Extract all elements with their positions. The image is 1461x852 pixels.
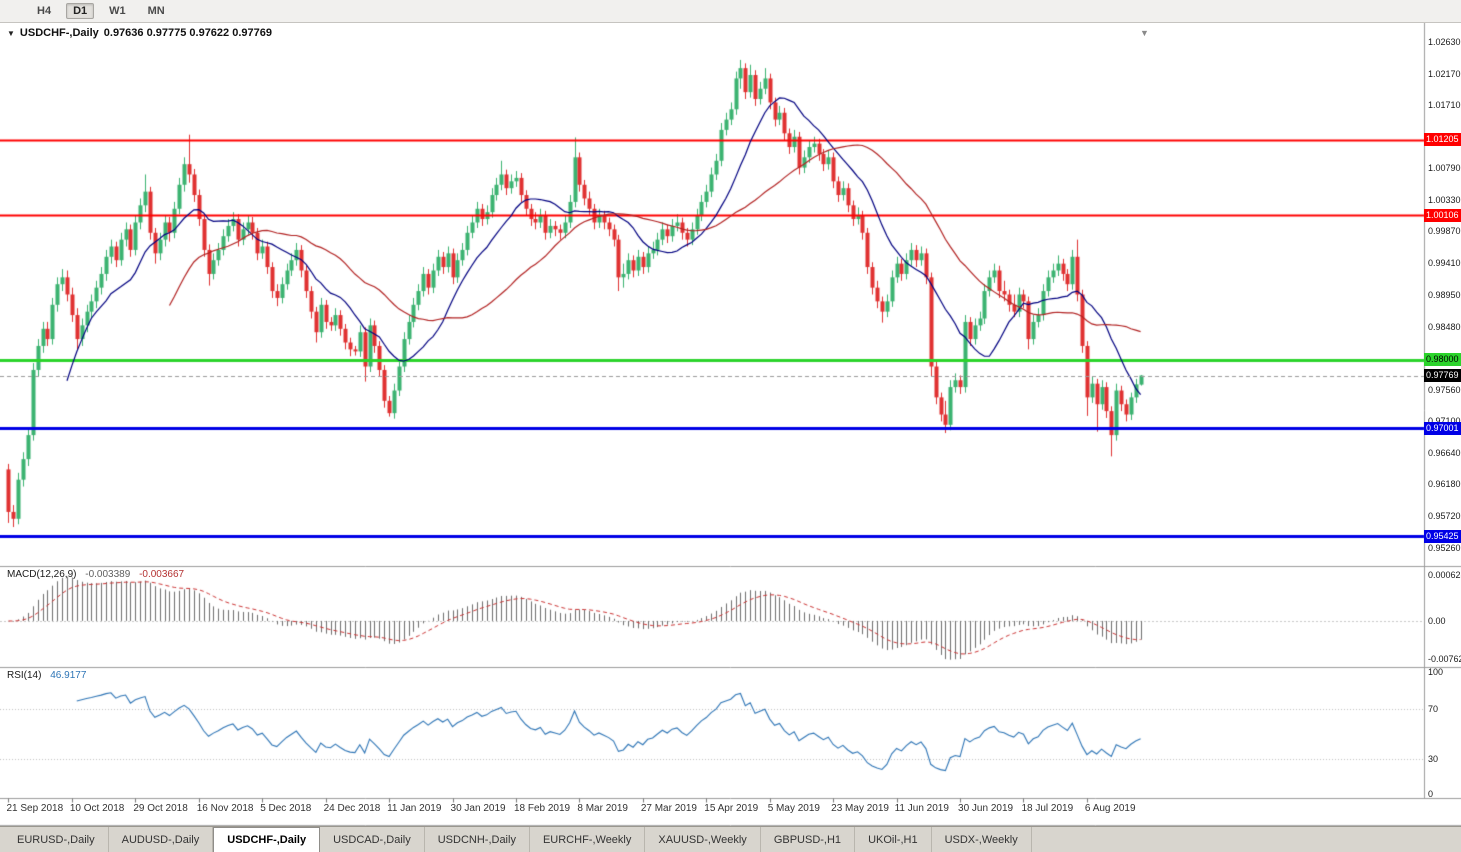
chart-shift-marker[interactable]: ▼ — [1140, 28, 1149, 38]
timeframe-button-w1[interactable]: W1 — [109, 5, 126, 17]
tab-gbpusd-h1[interactable]: GBPUSD-,H1 — [761, 827, 856, 852]
timeframe-button-mn[interactable]: MN — [147, 5, 165, 17]
tab-usdchf-daily[interactable]: USDCHF-,Daily — [213, 827, 321, 852]
symbol-dropdown-icon[interactable]: ▼ — [7, 28, 15, 38]
tab-audusd-daily[interactable]: AUDUSD-,Daily — [109, 827, 214, 852]
tab-xauusd-weekly[interactable]: XAUUSD-,Weekly — [645, 827, 761, 852]
tab-usdcnh-daily[interactable]: USDCNH-,Daily — [425, 827, 530, 852]
tab-eurusd-daily[interactable]: EURUSD-,Daily — [4, 827, 109, 852]
chart-tabs-bar: EURUSD-,Daily AUDUSD-,Daily USDCHF-,Daily U… — [0, 826, 1461, 852]
tab-usdx-weekly[interactable]: USDX-,Weekly — [932, 827, 1032, 852]
tab-eurchf-weekly[interactable]: EURCHF-,Weekly — [530, 827, 646, 852]
timeframe-button-d1[interactable]: D1 — [66, 3, 95, 19]
tab-ukoil-h1[interactable]: UKOil-,H1 — [855, 827, 932, 852]
timeframe-toolbar: H4 D1 W1 MN — [0, 0, 1461, 23]
timeframe-button-h4[interactable]: H4 — [37, 5, 52, 17]
tab-usdcad-daily[interactable]: USDCAD-,Daily — [320, 827, 425, 852]
